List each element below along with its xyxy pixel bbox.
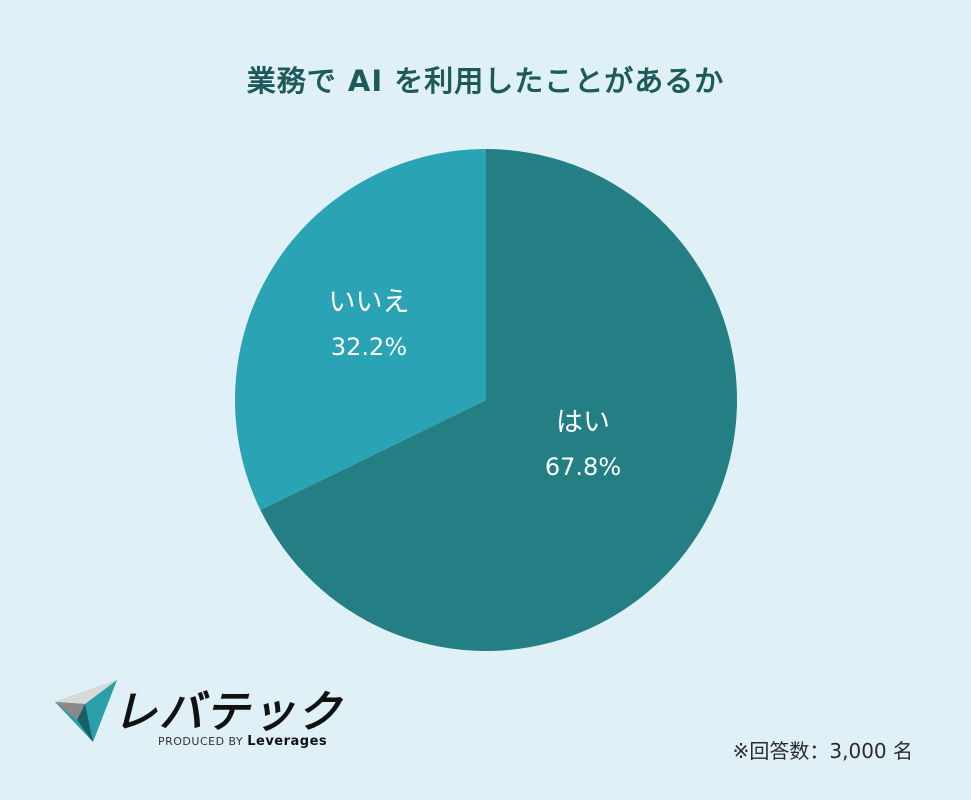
slice-label-yes-name: はい (556, 407, 610, 438)
chart-title: 業務で AI を利用したことがあるか (246, 64, 725, 98)
slice-label-no-value: 32.2% (330, 333, 408, 361)
produced-by-text: PRODUCED BY (158, 735, 244, 748)
brand-name: Leverages (247, 734, 328, 749)
produced-by: PRODUCED BY Leverages (158, 734, 327, 749)
slice-yes (260, 148, 738, 651)
respondent-note: ※回答数：3,000 名 (732, 739, 913, 763)
slice-no (235, 149, 486, 510)
slice-label-no-name: いいえ (328, 287, 410, 318)
leverages-logo-icon (55, 680, 117, 742)
slice-label-yes-value: 67.8% (544, 453, 622, 481)
slice-label-no: いいえ 32.2% (289, 280, 449, 361)
logo-wordmark: レバテック (113, 687, 343, 738)
slice-label-yes: はい 67.8% (503, 400, 663, 481)
